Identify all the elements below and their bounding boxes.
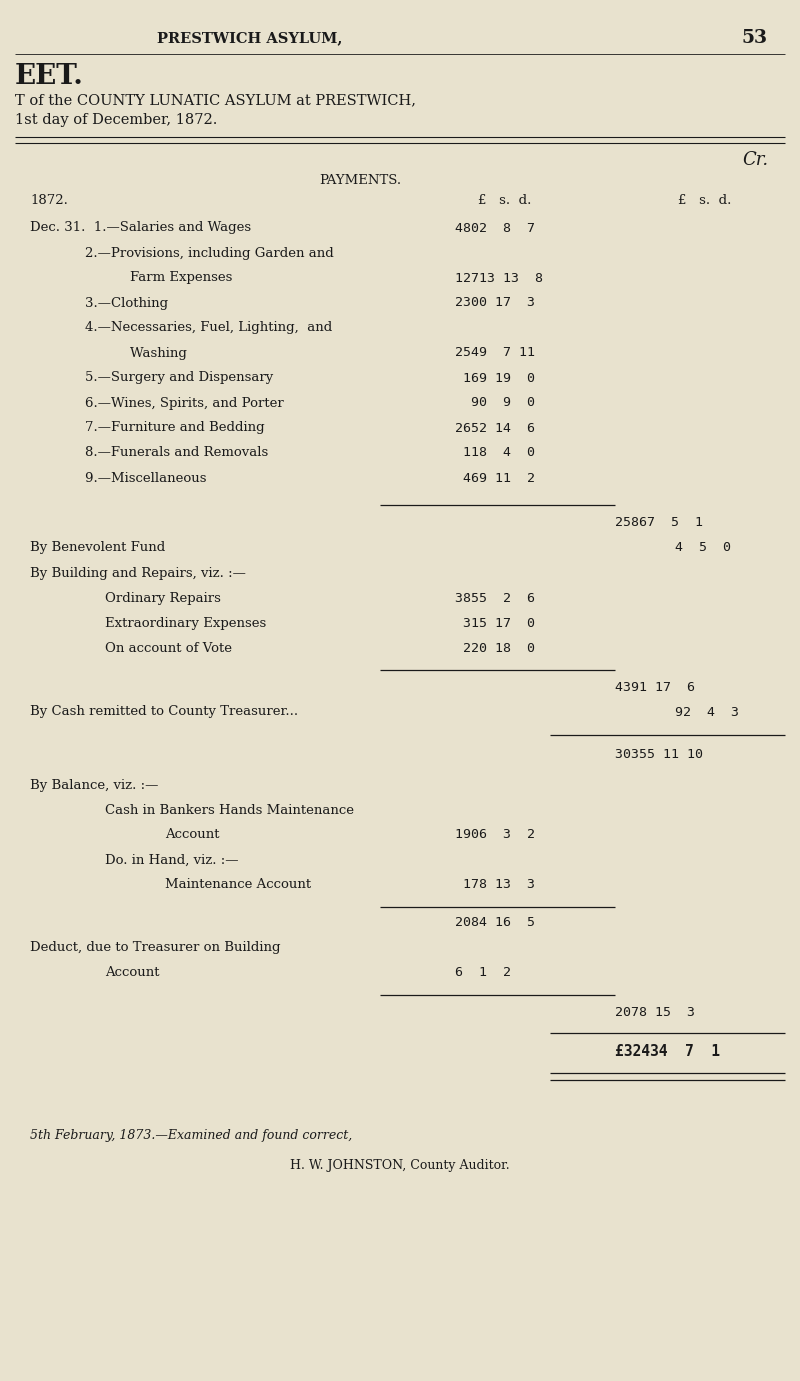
Text: 4802  8  7: 4802 8 7 <box>455 221 535 235</box>
Text: £   s.  d.: £ s. d. <box>678 193 732 207</box>
Text: 9.—Miscellaneous: 9.—Miscellaneous <box>85 471 330 485</box>
Text: 169 19  0: 169 19 0 <box>455 371 535 384</box>
Text: 53: 53 <box>742 29 768 47</box>
Text: Washing: Washing <box>130 347 331 359</box>
Text: 12713 13  8: 12713 13 8 <box>455 272 543 284</box>
Text: PAYMENTS.: PAYMENTS. <box>319 174 401 186</box>
Text: EET.: EET. <box>15 62 84 90</box>
Text: 3.—Clothing: 3.—Clothing <box>85 297 296 309</box>
Text: Cr.: Cr. <box>742 151 768 168</box>
Text: On account of Vote: On account of Vote <box>105 642 304 655</box>
Text: By Building and Repairs, viz. :—: By Building and Repairs, viz. :— <box>30 566 246 580</box>
Text: Account: Account <box>165 829 360 841</box>
Text: 2300 17  3: 2300 17 3 <box>455 297 535 309</box>
Text: 2.—Provisions, including Garden and: 2.—Provisions, including Garden and <box>85 246 334 260</box>
Text: 8.—Funerals and Removals: 8.—Funerals and Removals <box>85 446 319 460</box>
Text: 1906  3  2: 1906 3 2 <box>455 829 535 841</box>
Text: 315 17  0: 315 17 0 <box>455 616 535 630</box>
Text: Farm Expenses: Farm Expenses <box>130 272 351 284</box>
Text: 4391 17  6: 4391 17 6 <box>615 681 695 693</box>
Text: 2549  7 11: 2549 7 11 <box>455 347 535 359</box>
Text: T of the COUNTY LUNATIC ASYLUM at PRESTWICH,: T of the COUNTY LUNATIC ASYLUM at PRESTW… <box>15 93 416 106</box>
Text: £   s.  d.: £ s. d. <box>478 193 532 207</box>
Text: Maintenance Account: Maintenance Account <box>165 878 354 892</box>
Text: 7.—Furniture and Bedding: 7.—Furniture and Bedding <box>85 421 320 435</box>
Text: 1872.: 1872. <box>30 193 68 207</box>
Text: Dec. 31.  1.—Salaries and Wages: Dec. 31. 1.—Salaries and Wages <box>30 221 319 235</box>
Text: 469 11  2: 469 11 2 <box>455 471 535 485</box>
Text: 2652 14  6: 2652 14 6 <box>455 421 535 435</box>
Text: 3855  2  6: 3855 2 6 <box>455 591 535 605</box>
Text: 4  5  0: 4 5 0 <box>675 540 731 554</box>
Text: H. W. JOHNSTON, County Auditor.: H. W. JOHNSTON, County Auditor. <box>290 1159 510 1171</box>
Text: Cash in Bankers Hands Maintenance: Cash in Bankers Hands Maintenance <box>105 804 354 816</box>
Text: 30355 11 10: 30355 11 10 <box>615 749 703 761</box>
Text: 5.—Surgery and Dispensary: 5.—Surgery and Dispensary <box>85 371 320 384</box>
Text: Deduct, due to Treasurer on Building: Deduct, due to Treasurer on Building <box>30 942 281 954</box>
Text: Account: Account <box>105 967 291 979</box>
Text: By Benevolent Fund: By Benevolent Fund <box>30 540 254 554</box>
Text: £32434  7  1: £32434 7 1 <box>615 1044 720 1059</box>
Text: Extraordinary Expenses: Extraordinary Expenses <box>105 616 322 630</box>
Text: 118  4  0: 118 4 0 <box>455 446 535 460</box>
Text: Ordinary Repairs: Ordinary Repairs <box>105 591 310 605</box>
Text: 4.—Necessaries, Fuel, Lighting,  and: 4.—Necessaries, Fuel, Lighting, and <box>85 322 332 334</box>
Text: By Balance, viz. :—: By Balance, viz. :— <box>30 779 158 791</box>
Text: 90  9  0: 90 9 0 <box>455 396 535 410</box>
Text: 25867  5  1: 25867 5 1 <box>615 515 703 529</box>
Text: 2084 16  5: 2084 16 5 <box>455 917 535 929</box>
Text: 6  1  2: 6 1 2 <box>455 967 511 979</box>
Text: 5th February, 1873.—Examined and found correct,: 5th February, 1873.—Examined and found c… <box>30 1128 352 1142</box>
Text: 2078 15  3: 2078 15 3 <box>615 1005 695 1019</box>
Text: 220 18  0: 220 18 0 <box>455 642 535 655</box>
Text: 178 13  3: 178 13 3 <box>455 878 535 892</box>
Text: 6.—Wines, Spirits, and Porter: 6.—Wines, Spirits, and Porter <box>85 396 322 410</box>
Text: 1st day of December, 1872.: 1st day of December, 1872. <box>15 113 218 127</box>
Text: 92  4  3: 92 4 3 <box>675 706 739 718</box>
Text: By Cash remitted to County Treasurer...: By Cash remitted to County Treasurer... <box>30 706 298 718</box>
Text: PRESTWICH ASYLUM,: PRESTWICH ASYLUM, <box>158 30 342 46</box>
Text: Do. in Hand, viz. :—: Do. in Hand, viz. :— <box>105 853 238 866</box>
